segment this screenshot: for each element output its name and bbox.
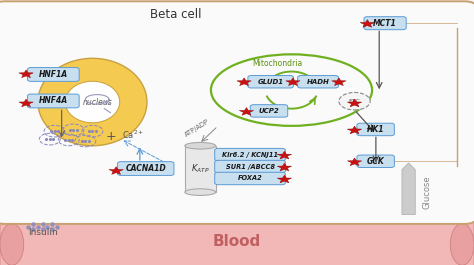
FancyBboxPatch shape bbox=[357, 123, 394, 136]
FancyBboxPatch shape bbox=[0, 221, 474, 265]
Polygon shape bbox=[347, 126, 362, 134]
Text: HNF4A: HNF4A bbox=[39, 96, 68, 105]
FancyBboxPatch shape bbox=[215, 172, 285, 185]
Polygon shape bbox=[237, 78, 251, 86]
Polygon shape bbox=[109, 167, 123, 174]
Text: HNF1A: HNF1A bbox=[39, 70, 68, 79]
Polygon shape bbox=[347, 158, 362, 166]
Text: +: + bbox=[106, 130, 117, 143]
Text: GLUD1: GLUD1 bbox=[257, 79, 284, 85]
FancyBboxPatch shape bbox=[298, 76, 338, 88]
Text: ATP/ADP: ATP/ADP bbox=[183, 119, 210, 138]
Ellipse shape bbox=[65, 81, 119, 123]
Polygon shape bbox=[360, 20, 374, 27]
Text: CACNA1D: CACNA1D bbox=[126, 164, 166, 173]
Polygon shape bbox=[19, 99, 33, 107]
FancyBboxPatch shape bbox=[0, 1, 474, 224]
Ellipse shape bbox=[0, 224, 24, 265]
Text: nucleus: nucleus bbox=[82, 98, 112, 107]
Text: SUR1 /ABCC8: SUR1 /ABCC8 bbox=[226, 164, 274, 170]
Text: Kir6.2 / KCNJ11: Kir6.2 / KCNJ11 bbox=[222, 152, 278, 158]
FancyBboxPatch shape bbox=[215, 160, 285, 173]
Text: ETC: ETC bbox=[349, 99, 360, 104]
FancyBboxPatch shape bbox=[357, 155, 394, 167]
Text: Ca$^{2+}$: Ca$^{2+}$ bbox=[121, 129, 144, 141]
Polygon shape bbox=[277, 163, 292, 171]
FancyArrow shape bbox=[402, 163, 415, 215]
Polygon shape bbox=[277, 175, 292, 183]
Ellipse shape bbox=[185, 189, 216, 196]
Text: HADH: HADH bbox=[307, 79, 329, 85]
Circle shape bbox=[339, 92, 370, 110]
Bar bbox=[185, 146, 216, 192]
Polygon shape bbox=[19, 70, 33, 78]
Text: K$_{ATP}$: K$_{ATP}$ bbox=[191, 163, 210, 175]
Text: UCP2: UCP2 bbox=[259, 108, 279, 114]
Text: Insulin: Insulin bbox=[28, 228, 57, 237]
FancyBboxPatch shape bbox=[364, 17, 406, 30]
Ellipse shape bbox=[38, 58, 147, 146]
Text: Glucose: Glucose bbox=[422, 175, 431, 209]
Text: GCK: GCK bbox=[367, 157, 384, 166]
Text: Beta cell: Beta cell bbox=[150, 8, 201, 21]
FancyBboxPatch shape bbox=[248, 76, 293, 88]
Text: FOXA2: FOXA2 bbox=[237, 175, 263, 182]
Polygon shape bbox=[277, 151, 292, 159]
Polygon shape bbox=[332, 78, 346, 86]
Text: HK1: HK1 bbox=[367, 125, 384, 134]
Polygon shape bbox=[286, 78, 300, 86]
Text: Mitochondria: Mitochondria bbox=[252, 59, 302, 68]
Ellipse shape bbox=[450, 224, 474, 265]
FancyBboxPatch shape bbox=[250, 105, 288, 117]
Text: Blood: Blood bbox=[213, 234, 261, 249]
Text: MCT1: MCT1 bbox=[373, 19, 397, 28]
Polygon shape bbox=[239, 108, 254, 115]
FancyBboxPatch shape bbox=[27, 94, 79, 108]
Ellipse shape bbox=[185, 143, 216, 149]
FancyBboxPatch shape bbox=[27, 68, 79, 81]
Polygon shape bbox=[347, 99, 362, 107]
FancyBboxPatch shape bbox=[215, 148, 285, 161]
FancyBboxPatch shape bbox=[118, 162, 174, 175]
